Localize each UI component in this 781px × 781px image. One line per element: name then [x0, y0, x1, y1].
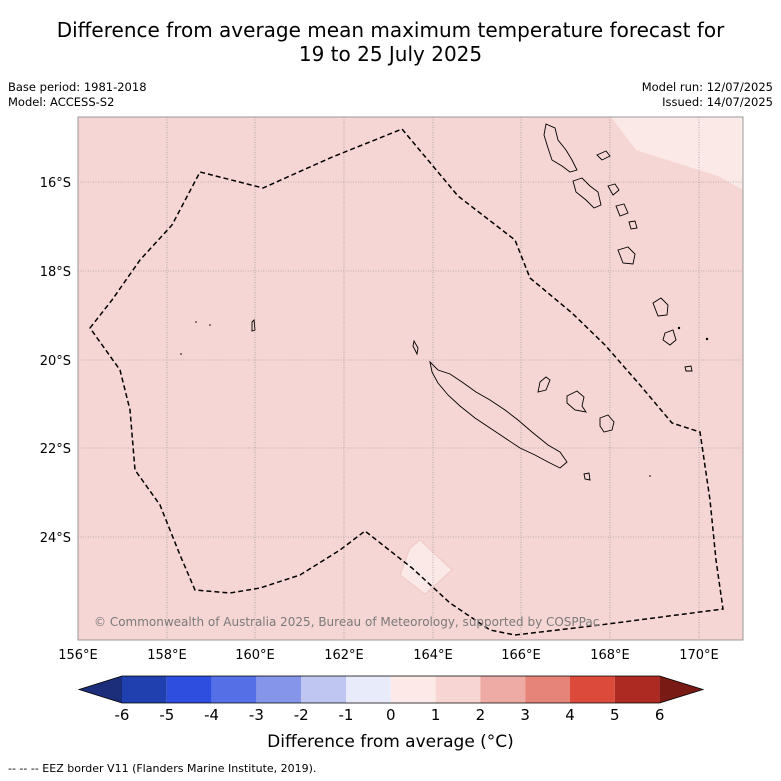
colorbar-tick: -2: [294, 706, 309, 724]
colorbar-tick: 4: [565, 706, 575, 724]
lon-tick-label: 162°E: [324, 648, 364, 663]
reef-dot-2: [209, 324, 211, 326]
colorbar-label: Difference from average (°C): [267, 732, 514, 752]
lon-tick-label: 156°E: [58, 648, 98, 663]
lat-tick-label: 22°S: [40, 442, 71, 457]
colorbar-tick: -4: [204, 706, 219, 724]
lat-tick-label: 24°S: [40, 531, 71, 546]
lon-tick-label: 164°E: [413, 648, 453, 663]
colorbar-segment: [570, 676, 615, 703]
island-ambrym: [607, 183, 620, 196]
base-period: Base period: 1981-2018: [8, 80, 147, 94]
colorbar-tick: -5: [159, 706, 174, 724]
chart-title: Difference from average mean maximum tem…: [0, 18, 781, 66]
anomaly-patch-northeast: [611, 117, 743, 190]
island-epi: [615, 203, 629, 217]
island-belep: [412, 339, 419, 356]
colorbar-tick: -6: [115, 706, 130, 724]
reef-dot-3: [180, 353, 182, 355]
model-run: Model run: 12/07/2025: [641, 80, 773, 94]
lon-tick-label: 160°E: [235, 648, 275, 663]
reef-chesterfield: [251, 319, 256, 332]
island-malekula: [572, 177, 602, 209]
colorbar-extend-high: [659, 676, 703, 703]
colorbar-extend-low: [79, 676, 122, 703]
colorbar-tick: -1: [339, 706, 354, 724]
colorbar-tick: 3: [520, 706, 530, 724]
reef-dot-1: [195, 321, 197, 323]
footer-note: -- -- -- EEZ border V11 (Flanders Marine…: [8, 762, 317, 775]
island-ouvea: [537, 376, 551, 393]
colorbar-tick: 5: [610, 706, 620, 724]
island-new-caledonia: [429, 360, 568, 469]
issued-date: Issued: 14/07/2025: [662, 95, 773, 109]
colorbar-segment: [390, 676, 436, 703]
colorbar-segment: [166, 676, 212, 703]
island-walpole: [649, 475, 651, 477]
island-futuna: [677, 326, 681, 330]
island-aneityum: [684, 365, 693, 372]
island-shepherd: [628, 220, 638, 230]
colorbar-tick: -3: [249, 706, 264, 724]
eez-border: [89, 128, 724, 636]
meta-right: Model run: 12/07/2025 Issued: 14/07/2025: [642, 80, 773, 110]
colorbar-tick: 2: [476, 706, 486, 724]
colorbar-segment: [614, 676, 660, 703]
title-line-2: 19 to 25 July 2025: [298, 42, 483, 66]
island-espiritu-santo: [543, 123, 578, 173]
colorbar: [77, 675, 705, 704]
latitude-labels: 16°S 18°S 20°S 22°S 24°S: [40, 176, 71, 546]
colorbar-segment: [301, 676, 346, 703]
colorbar-segment: [211, 676, 257, 703]
island-erromango: [652, 297, 669, 317]
title-line-1: Difference from average mean maximum tem…: [56, 18, 725, 42]
gridlines: [78, 117, 743, 640]
colorbar-tick: 1: [431, 706, 441, 724]
anomaly-patch-south: [399, 539, 453, 595]
lon-tick-label: 168°E: [590, 648, 630, 663]
colorbar-segment: [122, 676, 167, 703]
colorbar-outline: [77, 675, 705, 704]
lon-tick-label: 170°E: [679, 648, 719, 663]
island-maewo: [596, 150, 611, 161]
meta-left: Base period: 1981-2018 Model: ACCESS-S2: [8, 80, 147, 110]
longitude-labels: 156°E 158°E 160°E 162°E 164°E 166°E 168°E 170°E: [58, 648, 719, 663]
island-tanna: [662, 329, 677, 346]
lon-tick-label: 166°E: [501, 648, 541, 663]
colorbar-segment: [256, 676, 302, 703]
colorbar-tick: 0: [386, 706, 396, 724]
lat-tick-label: 18°S: [40, 265, 71, 280]
lon-tick-label: 158°E: [147, 648, 187, 663]
copyright-text: © Commonwealth of Australia 2025, Bureau…: [94, 615, 599, 629]
island-efate: [617, 246, 636, 265]
colorbar-segment: [346, 676, 391, 703]
island-lifou: [566, 390, 587, 413]
map-frame: [77, 116, 744, 641]
colorbar-tick-labels: -6 -5 -4 -3 -2 -1 0 1 2 3 4 5 6: [115, 706, 665, 724]
lat-tick-label: 20°S: [40, 354, 71, 369]
colorbar-tick: 6: [655, 706, 665, 724]
colorbar-segment: [480, 676, 526, 703]
model-name: Model: ACCESS-S2: [8, 95, 115, 109]
colorbar-segment: [435, 676, 481, 703]
island-mare: [599, 414, 615, 433]
colorbar-segment: [525, 676, 570, 703]
lat-tick-label: 16°S: [40, 176, 71, 191]
island-isle-of-pines: [583, 472, 591, 481]
island-aniwa: [705, 337, 709, 341]
